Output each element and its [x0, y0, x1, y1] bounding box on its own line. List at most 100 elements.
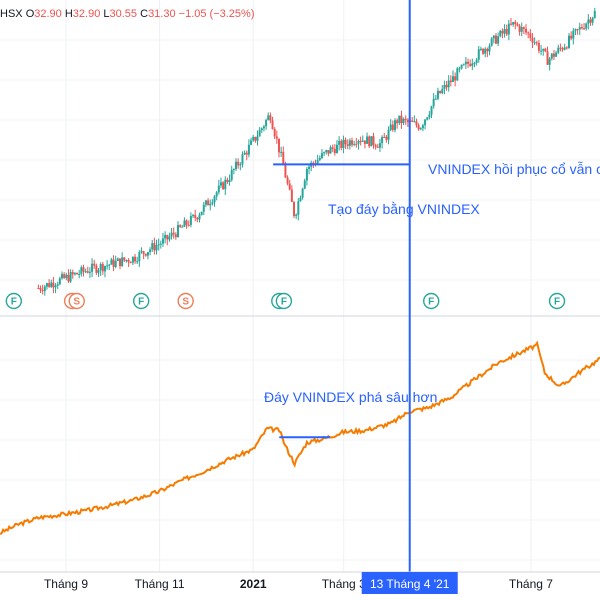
candle-body [52, 282, 55, 288]
x-tick-label: Tháng 7 [509, 577, 553, 591]
badge-letter: F [11, 297, 17, 308]
candle-body [576, 29, 579, 31]
candle-body [140, 251, 143, 253]
candle-body [359, 140, 362, 142]
open-value: 32.90 [34, 8, 62, 20]
candle-body [252, 136, 255, 141]
candle-body [477, 49, 480, 60]
candle-body [434, 98, 437, 100]
candle-body [45, 283, 48, 287]
high-value: 32.90 [72, 8, 101, 20]
candle-body [559, 47, 562, 49]
candle-body [84, 271, 87, 273]
candle-body [344, 139, 347, 145]
candle-body [473, 62, 476, 64]
x-axis: Tháng 9 Tháng 11 2021 Tháng 3 Tháng 7 [0, 571, 600, 591]
candle-body [189, 215, 192, 225]
candle-body [43, 286, 46, 291]
index-line-series [0, 340, 600, 535]
candle-body [537, 42, 540, 51]
candle-body [168, 236, 171, 240]
candle-body [467, 61, 470, 64]
candle-body [503, 28, 506, 34]
candle-body [552, 53, 555, 57]
split-event-badge[interactable]: S [68, 292, 85, 310]
candle-body [179, 225, 182, 227]
badge-circle [132, 292, 150, 310]
candle-body [198, 215, 201, 220]
candle-body [456, 68, 459, 81]
candle-body [557, 47, 560, 53]
candle-body [454, 76, 457, 81]
financial-event-badge[interactable]: F [5, 292, 23, 310]
candle-body [424, 119, 427, 126]
symbol-exchange: HSX [0, 8, 23, 20]
candle-body [475, 59, 478, 63]
candle-body [522, 27, 525, 29]
candle-body [469, 63, 472, 66]
candle-body [78, 273, 81, 275]
candle-body [406, 119, 409, 123]
candle-body [574, 29, 577, 31]
candle-body [482, 48, 485, 54]
candle-body [587, 19, 590, 24]
candle-body [82, 267, 85, 272]
candle-body [58, 278, 61, 285]
candle-body [419, 128, 422, 130]
candle-body [194, 215, 197, 218]
ohlc-legend: HSX O32.90 H32.90 L30.55 C31.30 −1.05 (−… [0, 8, 255, 20]
candle-body [443, 84, 446, 90]
candle-body [106, 265, 109, 267]
close-label: C [140, 8, 149, 20]
candle-body [65, 274, 68, 279]
badge-letter: F [428, 297, 434, 308]
candle-body [166, 235, 169, 240]
candle-body [286, 177, 289, 184]
x-tick-label: 2021 [240, 577, 267, 591]
candle-body [355, 143, 358, 145]
candle-body [237, 161, 240, 166]
candle-body [589, 19, 592, 23]
candle-body [215, 192, 218, 197]
candle-body [151, 243, 154, 250]
candle-body [136, 261, 139, 263]
candle-body [393, 120, 396, 131]
candle-body [172, 232, 175, 235]
candle-body [230, 170, 233, 181]
candle-body [348, 140, 351, 146]
financial-event-badge[interactable]: F [423, 292, 440, 310]
candle-body [385, 136, 388, 140]
candle-body [200, 211, 203, 216]
candle-body [207, 200, 210, 206]
candle-body [441, 89, 444, 94]
badge-letter: F [138, 297, 144, 308]
candle-body [99, 263, 102, 271]
candle-body [462, 64, 465, 66]
candle-body [290, 189, 293, 202]
candle-body [127, 259, 130, 263]
candle-body [282, 151, 285, 166]
candle-body [398, 115, 401, 124]
split-event-badge[interactable]: S [177, 292, 194, 310]
candle-body [134, 256, 137, 262]
candle-body [144, 253, 147, 256]
candle-body [232, 169, 235, 171]
candle-body [353, 143, 356, 145]
candle-body [256, 136, 259, 141]
annotation-bottom-top: Tạo đáy bằng VNINDEX [328, 201, 480, 217]
candle-body [544, 48, 547, 52]
candle-body [88, 271, 91, 273]
candle-body [593, 10, 596, 18]
candle-body [548, 58, 551, 65]
candle-body [400, 115, 403, 124]
x-tick-label: Tháng 3 [322, 577, 366, 591]
event-badges[interactable]: FSSFSFFFF [5, 292, 566, 310]
candle-body [525, 28, 528, 33]
candle-body [464, 61, 467, 65]
financial-event-badge[interactable]: F [132, 292, 150, 310]
financial-event-badge[interactable]: F [548, 292, 566, 310]
low-value: 30.55 [109, 8, 138, 20]
badge-circle [68, 292, 85, 310]
financial-event-badge[interactable]: F [275, 292, 293, 310]
